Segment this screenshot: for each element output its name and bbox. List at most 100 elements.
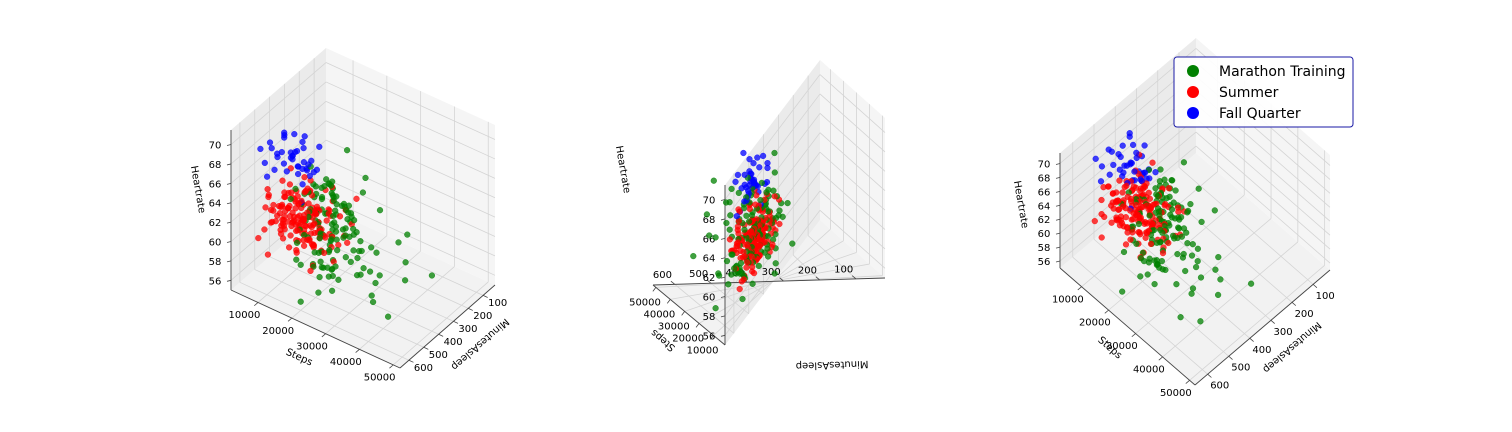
data-point-fall-quarter bbox=[299, 138, 306, 146]
data-point-marathon-training bbox=[428, 272, 436, 279]
data-point-marathon-training bbox=[703, 211, 711, 218]
data-point-fall-quarter bbox=[1115, 151, 1122, 158]
data-point-summer bbox=[1098, 234, 1105, 241]
data-point-marathon-training bbox=[755, 262, 762, 270]
data-point-fall-quarter bbox=[764, 160, 771, 167]
data-point-summer bbox=[1137, 231, 1144, 238]
grid-line-x bbox=[1162, 241, 1299, 358]
data-point-marathon-training bbox=[1247, 280, 1255, 287]
data-point-fall-quarter bbox=[274, 150, 281, 157]
data-point-marathon-training bbox=[710, 177, 717, 184]
data-point-summer bbox=[288, 223, 295, 230]
data-point-marathon-training bbox=[292, 185, 299, 193]
data-point-marathon-training bbox=[741, 226, 748, 233]
data-point-marathon-training bbox=[1168, 177, 1175, 184]
y-tick-mark bbox=[1291, 302, 1297, 306]
data-point-marathon-training bbox=[1153, 239, 1161, 246]
data-point-marathon-training bbox=[370, 298, 377, 306]
data-point-fall-quarter bbox=[264, 173, 271, 180]
data-point-fall-quarter bbox=[1098, 163, 1106, 170]
y-tick-mark bbox=[423, 346, 429, 350]
x-tick-label: 50000 bbox=[364, 373, 396, 384]
data-point-fall-quarter bbox=[1110, 161, 1117, 169]
data-point-fall-quarter bbox=[271, 166, 278, 173]
y-tick-mark bbox=[1249, 337, 1254, 342]
grid-line-z-right-wall bbox=[819, 151, 886, 211]
data-point-marathon-training bbox=[1152, 185, 1159, 192]
data-point-summer bbox=[336, 213, 344, 220]
x-tick-label: 10000 bbox=[1052, 294, 1084, 305]
z-tick-label: 56 bbox=[1038, 257, 1051, 268]
data-point-marathon-training bbox=[318, 194, 326, 201]
data-point-summer bbox=[1128, 216, 1135, 223]
z-tick-label: 58 bbox=[1038, 243, 1051, 254]
grid-line-z-right-wall bbox=[325, 139, 496, 218]
data-point-summer bbox=[321, 249, 328, 257]
grid-line-z-left-wall bbox=[230, 139, 327, 223]
data-point-summer bbox=[1159, 250, 1167, 257]
y-tick-label: 300 bbox=[762, 267, 781, 278]
x-tick-mark bbox=[1158, 356, 1163, 361]
x-tick-label: 10000 bbox=[687, 346, 719, 357]
legend-marker-fall-quarter bbox=[1187, 107, 1199, 119]
data-point-summer bbox=[1175, 208, 1182, 215]
grid-line-y bbox=[1178, 167, 1314, 285]
y-tick-label: 500 bbox=[429, 350, 448, 361]
data-point-summer bbox=[293, 249, 300, 256]
data-point-fall-quarter bbox=[756, 164, 763, 171]
z-tick-label: 56 bbox=[703, 331, 716, 342]
grid-line-z-right-wall bbox=[819, 190, 886, 250]
data-point-marathon-training bbox=[763, 189, 770, 196]
data-point-fall-quarter bbox=[738, 185, 745, 192]
data-point-marathon-training bbox=[317, 258, 324, 265]
z-axis-label: Heartrate bbox=[613, 145, 632, 194]
grid-line-z-right-wall bbox=[819, 210, 886, 269]
data-point-marathon-training bbox=[1184, 209, 1191, 216]
data-point-marathon-training bbox=[1217, 276, 1224, 283]
y-tick-label: 300 bbox=[458, 324, 477, 335]
z-tick-mark bbox=[1055, 204, 1061, 207]
data-point-marathon-training bbox=[372, 279, 379, 287]
z-tick-label: 66 bbox=[209, 179, 222, 190]
x-tick-mark bbox=[666, 299, 671, 304]
z-tick-mark bbox=[720, 276, 726, 279]
data-point-summer bbox=[726, 236, 734, 243]
data-point-summer bbox=[1100, 184, 1107, 191]
data-point-fall-quarter bbox=[280, 160, 288, 167]
data-point-marathon-training bbox=[771, 270, 778, 277]
data-point-summer bbox=[286, 181, 294, 188]
data-point-marathon-training bbox=[728, 271, 735, 278]
y-axis-label: MinutesAsleep bbox=[795, 358, 868, 371]
z-tick-label: 60 bbox=[703, 293, 716, 304]
data-point-marathon-training bbox=[316, 235, 323, 242]
data-point-marathon-training bbox=[342, 225, 349, 232]
data-point-summer bbox=[1161, 202, 1168, 209]
y-tick-mark bbox=[1207, 373, 1212, 378]
grid-line-y bbox=[254, 269, 424, 348]
data-point-summer bbox=[749, 268, 756, 275]
x-tick-mark bbox=[389, 364, 394, 369]
data-point-marathon-training bbox=[357, 238, 364, 245]
data-point-marathon-training bbox=[757, 197, 764, 204]
data-point-marathon-training bbox=[334, 247, 341, 254]
data-point-fall-quarter bbox=[1105, 146, 1112, 153]
data-point-fall-quarter bbox=[287, 149, 294, 156]
data-point-fall-quarter bbox=[1092, 155, 1099, 162]
data-point-summer bbox=[268, 206, 275, 214]
data-point-marathon-training bbox=[726, 226, 733, 233]
grid-line-y bbox=[793, 254, 821, 281]
data-point-marathon-training bbox=[1215, 254, 1222, 261]
z-tick-label: 70 bbox=[1038, 159, 1051, 170]
data-point-summer bbox=[293, 227, 300, 235]
z-tick-label: 68 bbox=[703, 215, 716, 226]
data-point-marathon-training bbox=[360, 265, 367, 272]
data-point-marathon-training bbox=[1135, 220, 1143, 228]
y-tick-label: 100 bbox=[488, 298, 507, 309]
x-tick-mark bbox=[253, 302, 259, 307]
z-tick-mark bbox=[226, 182, 232, 185]
data-point-summer bbox=[1149, 159, 1156, 166]
z-tick-mark bbox=[720, 257, 726, 260]
x-tick-mark bbox=[652, 287, 657, 292]
z-tick-mark bbox=[226, 202, 232, 205]
